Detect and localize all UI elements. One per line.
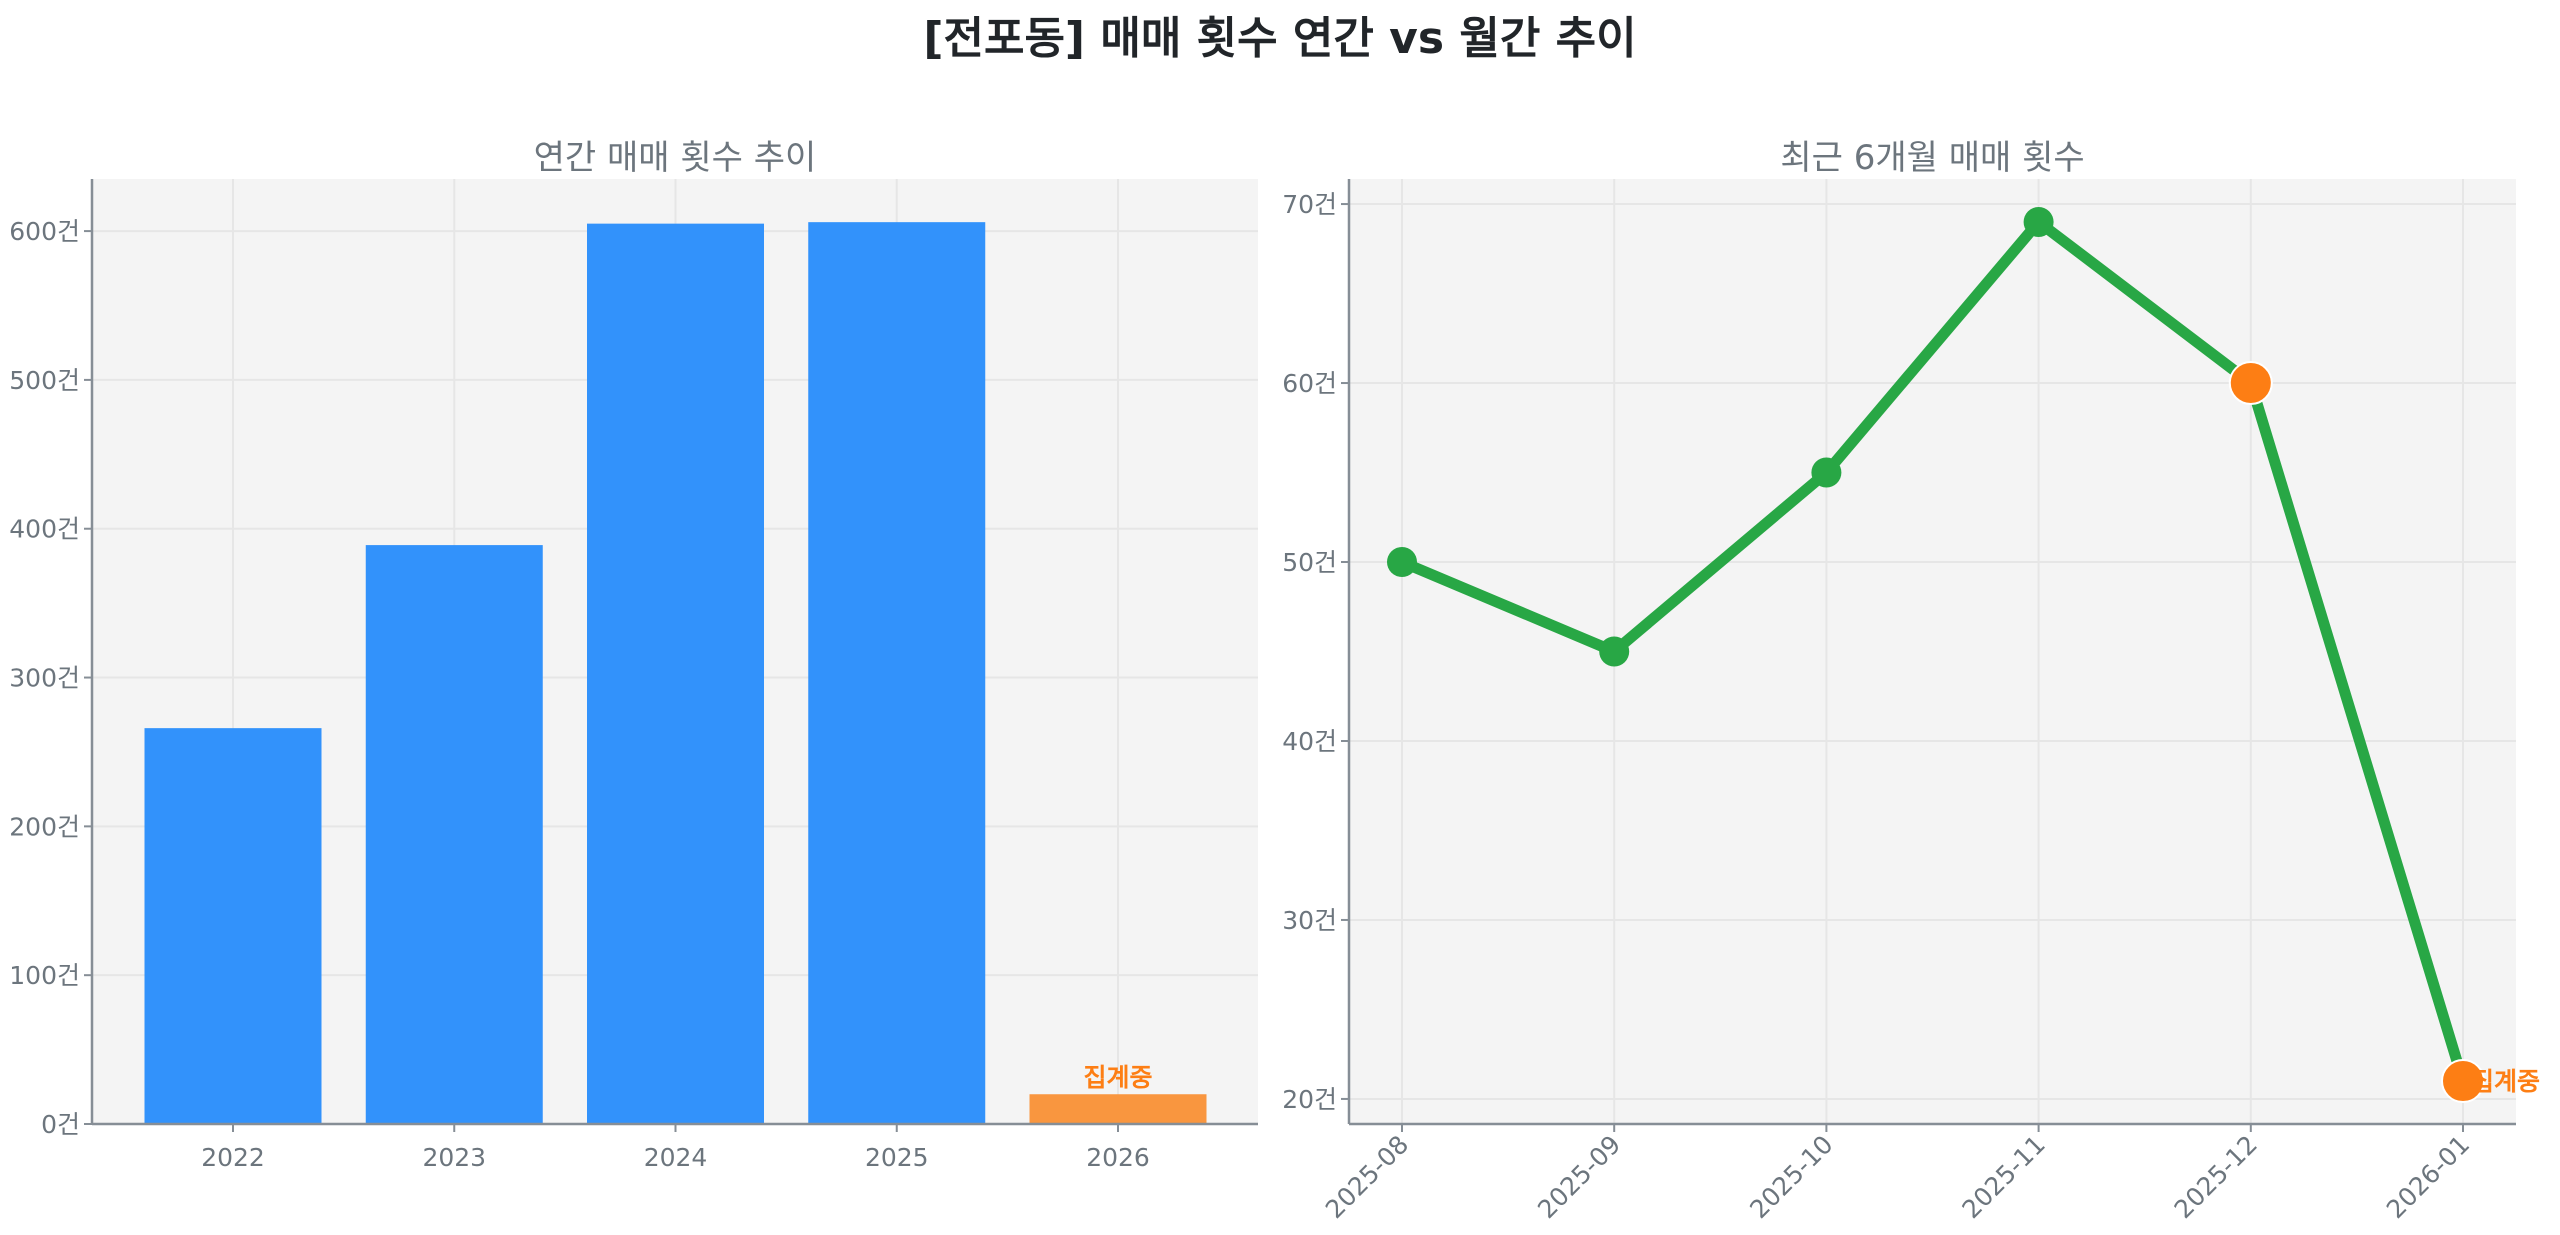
x-tick-label: 2025-08 bbox=[1320, 1130, 1414, 1224]
data-point bbox=[1599, 636, 1630, 667]
y-tick-label: 300건 bbox=[9, 664, 80, 693]
line-chart-title: 최근 6개월 매매 횟수 bbox=[1780, 138, 2085, 178]
collecting-annotation: 집계중 bbox=[1083, 1063, 1152, 1092]
x-tick-label: 2025 bbox=[865, 1143, 929, 1172]
x-tick-label: 2025-11 bbox=[1956, 1130, 2050, 1224]
bar-chart-title: 연간 매매 횟수 추이 bbox=[533, 138, 817, 178]
x-tick-label: 2024 bbox=[644, 1143, 708, 1172]
trade-count-line bbox=[1399, 216, 2469, 1083]
x-tick-label: 2026 bbox=[1086, 1143, 1150, 1172]
y-tick-label: 20건 bbox=[1282, 1085, 1337, 1114]
bar-2023 bbox=[365, 545, 543, 1124]
x-tick-label: 2026-01 bbox=[2381, 1130, 2475, 1224]
x-tick-label: 2025-12 bbox=[2169, 1130, 2263, 1224]
collecting-annotation: 집계중 bbox=[2471, 1067, 2540, 1096]
plot-area bbox=[1349, 179, 2516, 1124]
y-tick-label: 600건 bbox=[9, 217, 80, 246]
bar-2024 bbox=[587, 223, 764, 1124]
y-tick-label: 50건 bbox=[1282, 548, 1337, 577]
y-tick-label: 70건 bbox=[1282, 190, 1337, 219]
y-tick-label: 500건 bbox=[9, 366, 80, 395]
highlight-point bbox=[2228, 361, 2273, 406]
y-tick-label: 400건 bbox=[9, 515, 80, 544]
x-tick-label: 2025-10 bbox=[1744, 1130, 1838, 1224]
y-tick-label: 100건 bbox=[9, 961, 80, 990]
bar-2022 bbox=[144, 728, 322, 1124]
y-tick-label: 200건 bbox=[9, 812, 80, 841]
x-tick-label: 2025-09 bbox=[1532, 1130, 1626, 1224]
bar-2026 bbox=[1029, 1094, 1207, 1124]
x-tick-label: 2022 bbox=[201, 1143, 265, 1172]
data-point bbox=[2023, 206, 2054, 237]
bar-2025 bbox=[808, 222, 986, 1125]
y-tick-label: 30건 bbox=[1282, 906, 1337, 935]
figure-title: [전포동] 매매 횟수 연간 vs 월간 추이 bbox=[923, 13, 1637, 64]
data-point bbox=[1387, 547, 1417, 578]
y-tick-label: 0건 bbox=[41, 1110, 80, 1139]
data-point bbox=[1811, 457, 1842, 488]
y-tick-label: 40건 bbox=[1282, 727, 1337, 756]
monthly-line-chart: 집계중 20건 30건 40건 50건 60건 70건 2025-08 2025-09 2025-… bbox=[1282, 179, 2540, 1224]
annual-bar-chart: 집계중 0건 100건 200건 300건 400건 500건 600건 2022 2023 202… bbox=[9, 179, 1258, 1172]
highlight-point bbox=[2441, 1059, 2485, 1104]
x-tick-label: 2023 bbox=[422, 1143, 486, 1172]
y-tick-label: 60건 bbox=[1282, 369, 1337, 398]
